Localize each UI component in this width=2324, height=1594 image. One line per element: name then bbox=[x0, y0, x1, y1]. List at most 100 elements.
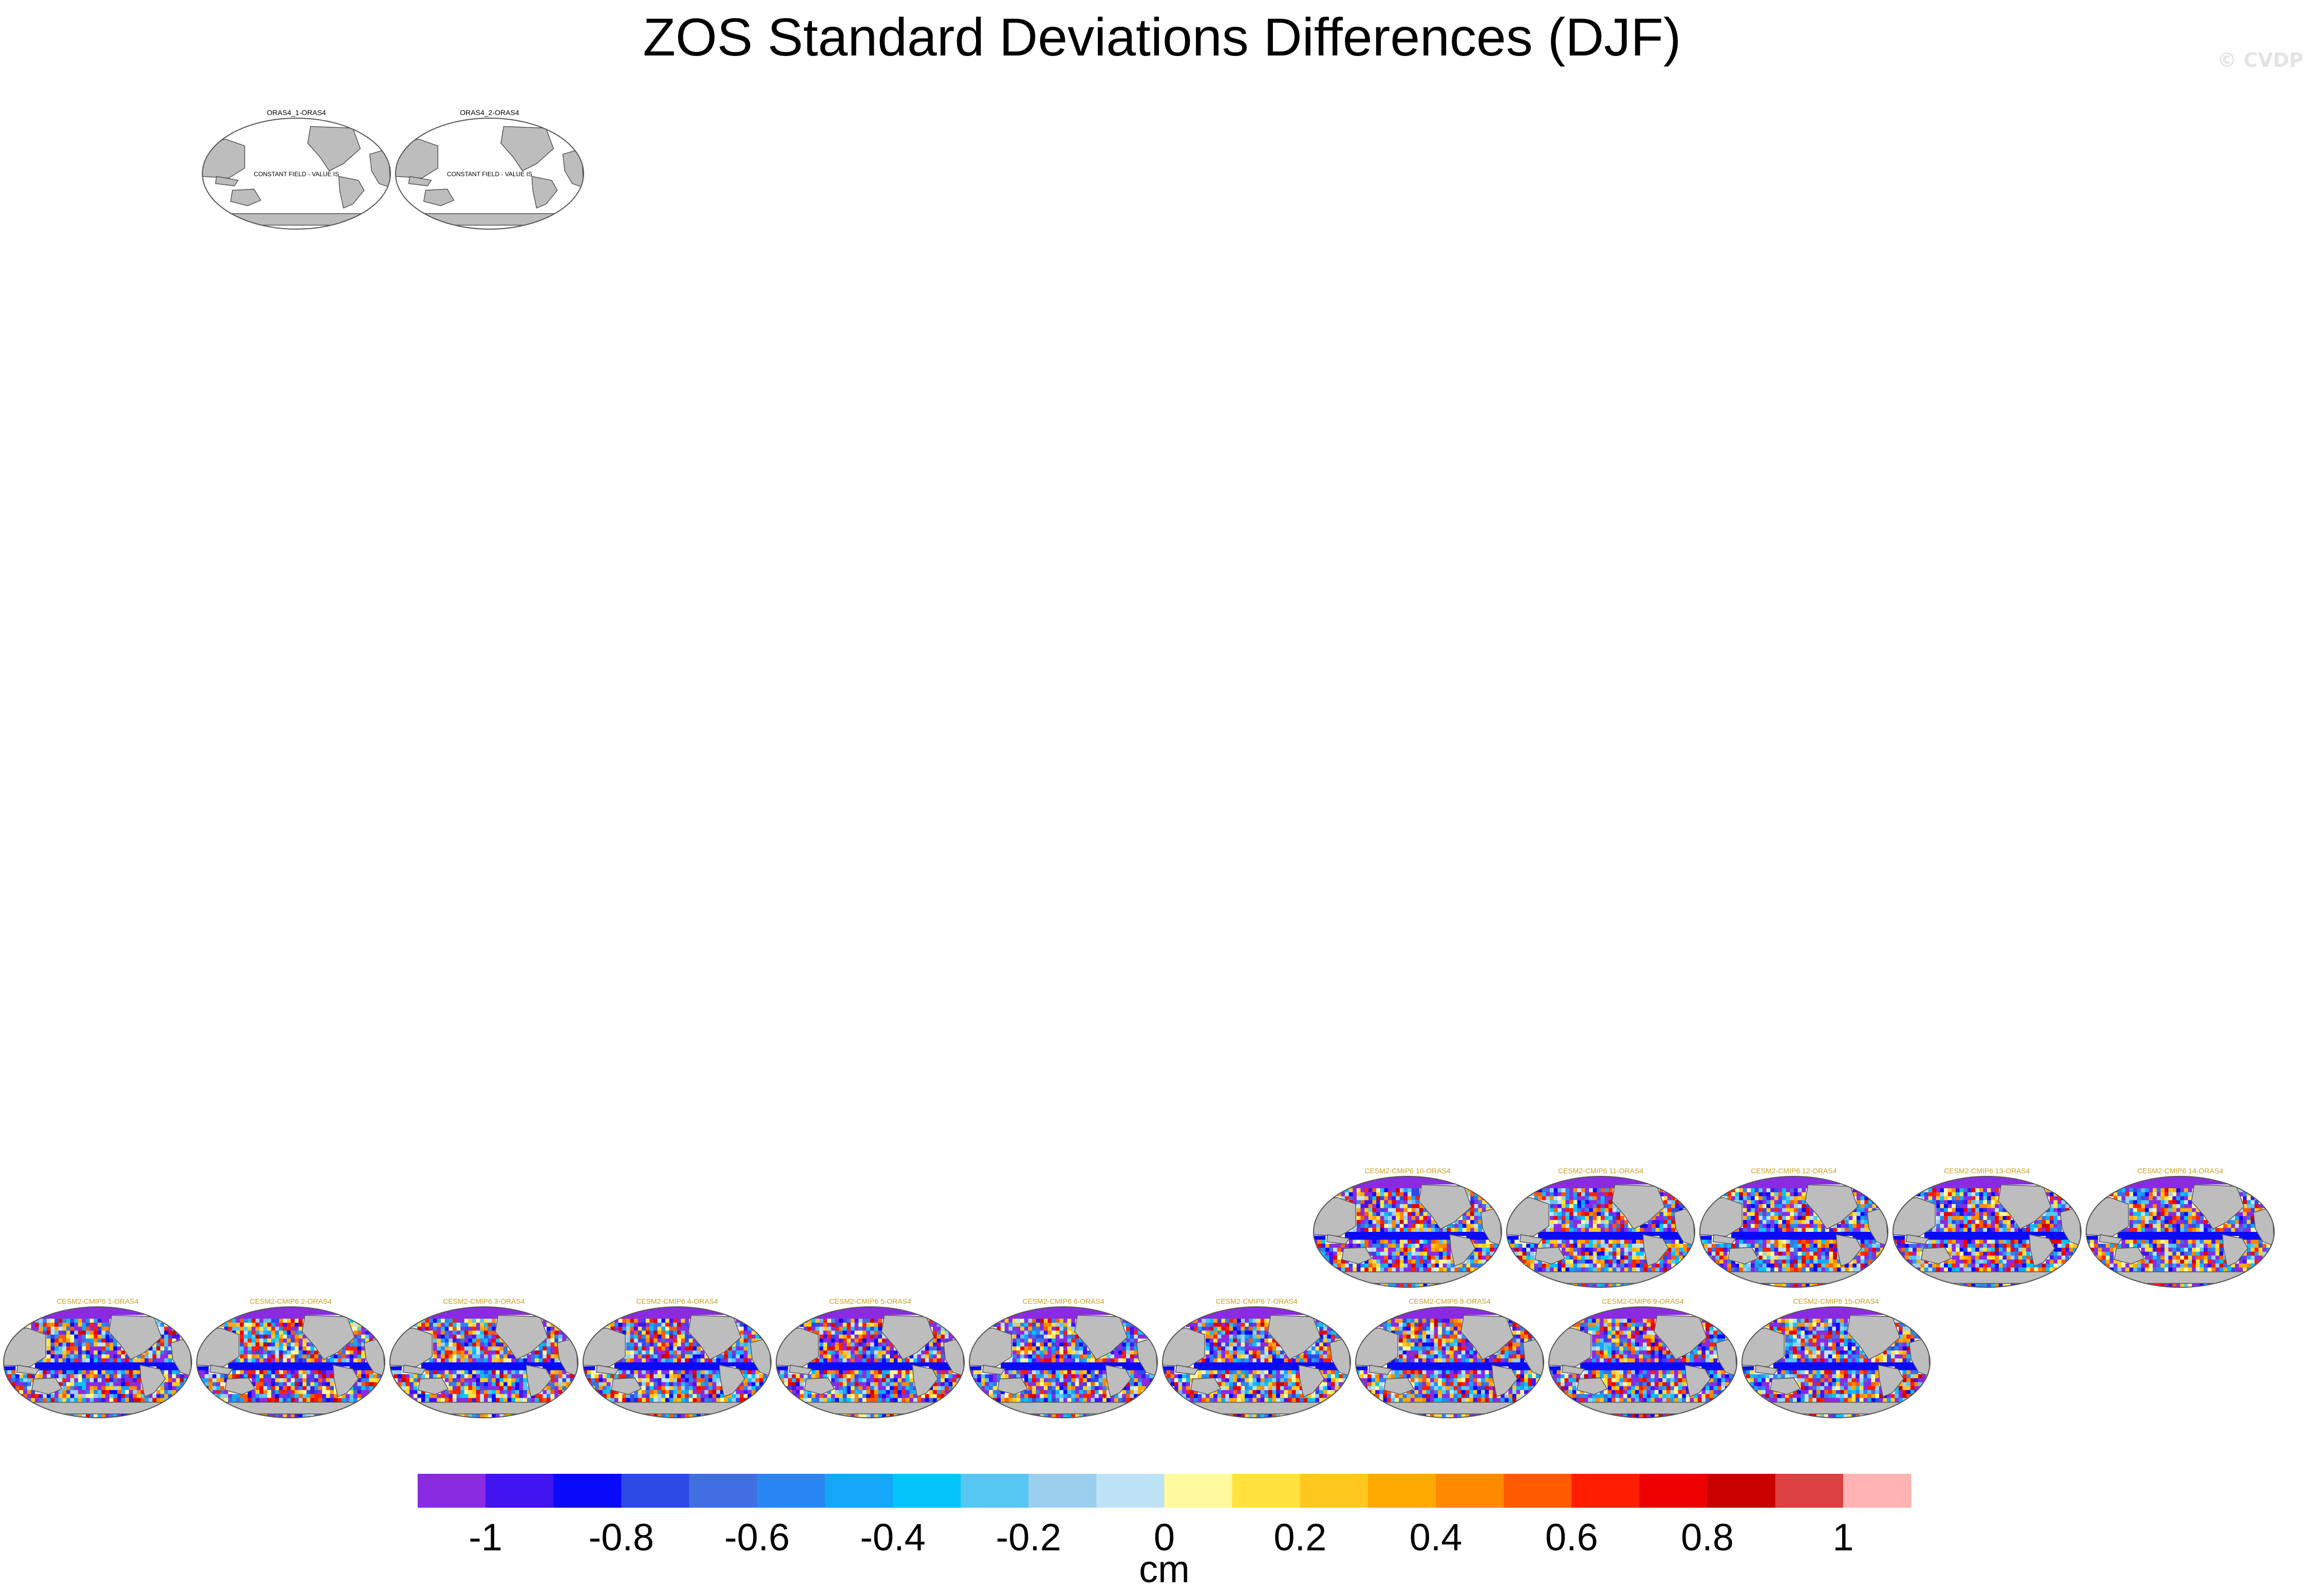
grid-cell bbox=[476, 1354, 480, 1359]
grid-cell bbox=[1083, 1342, 1088, 1347]
grid-cell bbox=[886, 1346, 890, 1351]
grid-cell bbox=[1028, 1330, 1033, 1335]
grid-cell bbox=[897, 1358, 902, 1363]
grid-cell bbox=[1315, 1338, 1320, 1343]
grid-cell bbox=[78, 1335, 82, 1339]
grid-cell bbox=[322, 1310, 326, 1315]
grid-cell bbox=[86, 1378, 90, 1382]
grid-cell bbox=[1043, 1354, 1048, 1359]
grid-cell bbox=[74, 1326, 79, 1331]
grid-cell bbox=[886, 1310, 890, 1315]
grid-cell bbox=[263, 1374, 268, 1379]
grid-cell bbox=[1059, 1322, 1064, 1327]
grid-cell bbox=[464, 1307, 468, 1311]
grid-cell bbox=[279, 1310, 284, 1315]
grid-cell bbox=[716, 1374, 721, 1379]
land-shape bbox=[500, 126, 554, 172]
grid-cell bbox=[78, 1310, 82, 1315]
grid-cell bbox=[1028, 1386, 1033, 1391]
grid-cell bbox=[626, 1370, 630, 1375]
grid-cell bbox=[673, 1342, 678, 1347]
grid-cell bbox=[140, 1354, 145, 1359]
grid-cell bbox=[642, 1322, 646, 1327]
grid-cell bbox=[1197, 1366, 1202, 1371]
grid-cell bbox=[850, 1322, 855, 1327]
grid-cell bbox=[1272, 1338, 1277, 1343]
grid-cell bbox=[1126, 1398, 1130, 1402]
grid-cell bbox=[1264, 1319, 1269, 1323]
grid-cell bbox=[808, 1374, 812, 1379]
grid-cell bbox=[1296, 1378, 1300, 1382]
grid-cell bbox=[661, 1378, 666, 1382]
grid-cell bbox=[665, 1342, 670, 1347]
grid-cell bbox=[314, 1394, 318, 1398]
grid-cell bbox=[653, 1370, 658, 1375]
grid-cell bbox=[550, 1382, 555, 1386]
grid-cell bbox=[1217, 1338, 1222, 1343]
grid-cell bbox=[74, 1374, 79, 1379]
grid-cell bbox=[1272, 1307, 1277, 1311]
grid-cell bbox=[1126, 1346, 1130, 1351]
grid-cell bbox=[870, 1307, 874, 1311]
grid-cell bbox=[1245, 1326, 1249, 1331]
grid-cell bbox=[1079, 1414, 1083, 1418]
grid-cell bbox=[732, 1394, 736, 1398]
grid-cell bbox=[1233, 1378, 1238, 1382]
grid-cell bbox=[1040, 1358, 1044, 1363]
grid-cell bbox=[1264, 1366, 1269, 1371]
grid-cell bbox=[19, 1374, 24, 1379]
grid-cell bbox=[866, 1326, 871, 1331]
grid-cell bbox=[622, 1330, 627, 1335]
grid-cell bbox=[847, 1366, 851, 1371]
grid-cell bbox=[638, 1362, 642, 1367]
grid-cell bbox=[480, 1362, 484, 1367]
grid-cell bbox=[1040, 1346, 1044, 1351]
grid-cell bbox=[86, 1319, 90, 1323]
grid-cell bbox=[322, 1386, 326, 1391]
grid-cell bbox=[538, 1362, 543, 1367]
grid-cell bbox=[58, 1319, 63, 1323]
grid-cell bbox=[992, 1374, 997, 1379]
grid-cell bbox=[646, 1315, 650, 1319]
grid-cell bbox=[70, 1338, 74, 1343]
grid-cell bbox=[86, 1414, 90, 1418]
grid-cell bbox=[854, 1307, 859, 1311]
grid-cell bbox=[43, 1358, 47, 1363]
grid-cell bbox=[697, 1350, 701, 1355]
grid-cell bbox=[531, 1362, 535, 1367]
grid-cell bbox=[353, 1394, 358, 1398]
grid-cell bbox=[499, 1366, 504, 1371]
grid-cell bbox=[1052, 1326, 1056, 1331]
grid-cell bbox=[1001, 1319, 1005, 1323]
grid-cell bbox=[535, 1346, 539, 1351]
grid-cell bbox=[878, 1315, 883, 1319]
grid-cell bbox=[626, 1335, 630, 1339]
grid-cell bbox=[669, 1390, 673, 1395]
grid-cell bbox=[338, 1358, 342, 1363]
grid-cell bbox=[228, 1322, 232, 1327]
grid-cell bbox=[267, 1398, 272, 1402]
grid-cell bbox=[634, 1322, 639, 1327]
grid-cell bbox=[129, 1374, 133, 1379]
grid-cell bbox=[622, 1322, 627, 1327]
grid-cell bbox=[740, 1366, 744, 1371]
grid-cell bbox=[160, 1338, 164, 1343]
grid-cell bbox=[842, 1326, 847, 1331]
grid-cell bbox=[1028, 1394, 1033, 1398]
grid-cell bbox=[657, 1370, 662, 1375]
land-shape bbox=[595, 1364, 620, 1375]
grid-cell bbox=[357, 1350, 362, 1355]
grid-cell bbox=[1126, 1322, 1130, 1327]
grid-cell bbox=[1260, 1374, 1265, 1379]
grid-cell bbox=[535, 1358, 539, 1363]
grid-cell bbox=[1083, 1398, 1088, 1402]
grid-cell bbox=[310, 1354, 315, 1359]
grid-cell bbox=[673, 1335, 678, 1339]
grid-cell bbox=[1071, 1307, 1076, 1311]
grid-cell bbox=[839, 1394, 843, 1398]
grid-cell bbox=[1233, 1330, 1238, 1335]
grid-cell bbox=[653, 1322, 658, 1327]
grid-cell bbox=[492, 1390, 496, 1395]
grid-cell bbox=[882, 1342, 886, 1347]
grid-cell bbox=[929, 1394, 933, 1398]
